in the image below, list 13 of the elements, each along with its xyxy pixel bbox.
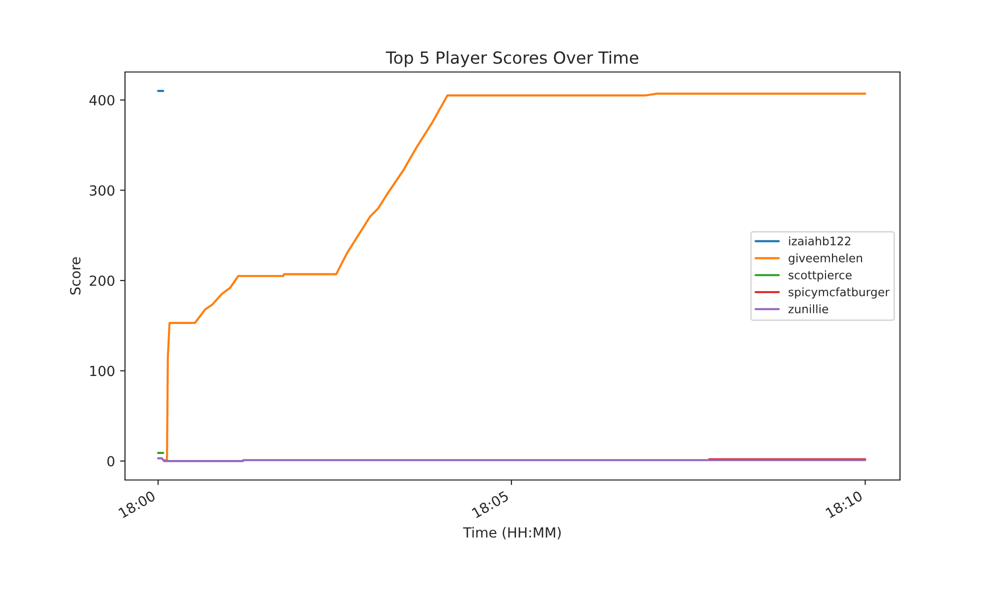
legend-label: izaiahb122 <box>789 236 850 246</box>
y-tick-label: 300 <box>90 185 114 196</box>
legend-label: zunillie <box>788 304 828 314</box>
y-tick-label: 400 <box>89 94 114 106</box>
y-tick-label: 100 <box>90 366 114 376</box>
y-axis-title: Score <box>70 257 81 295</box>
y-tick-label: 200 <box>90 275 114 286</box>
legend-label: spicymcfatburger <box>788 287 890 299</box>
legend-label: scottpierce <box>788 270 852 282</box>
x-axis-title: Time (HH:MM) <box>463 526 561 540</box>
legend-label: giveemhelen <box>788 253 862 265</box>
chart-title: Top 5 Player Scores Over Time <box>386 51 638 68</box>
y-tick-label: 0 <box>107 456 114 467</box>
